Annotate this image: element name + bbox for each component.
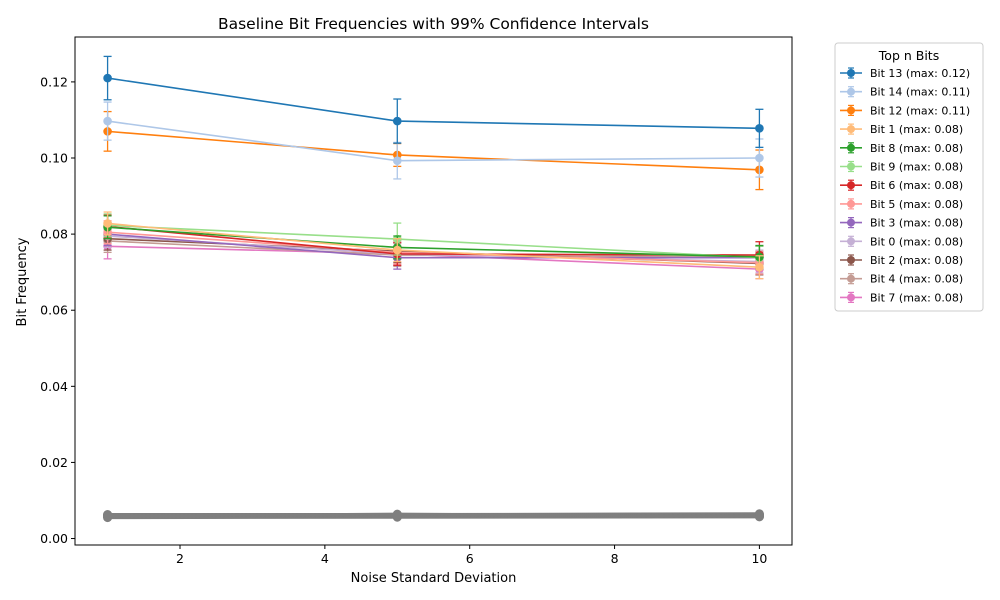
x-tick-label: 6 [466, 551, 474, 566]
x-tick-label: 4 [321, 551, 329, 566]
legend-label: Bit 7 (max: 0.08) [870, 291, 963, 304]
x-axis-title: Noise Standard Deviation [351, 571, 517, 586]
legend-marker [847, 125, 855, 134]
y-tick-label: 0.12 [40, 74, 68, 89]
legend-item: Bit 14 (max: 0.11) [840, 86, 970, 99]
legend-items: Bit 13 (max: 0.12) Bit 14 (max: 0.11) Bit … [840, 67, 970, 304]
data-point [755, 153, 764, 163]
legend-marker [847, 274, 855, 283]
legend-item: Bit 6 (max: 0.08) [840, 179, 963, 192]
data-point [392, 116, 402, 126]
y-tick-label: 0.10 [40, 151, 68, 166]
legend-item: Bit 1 (max: 0.08) [840, 123, 963, 136]
background-series-point [754, 511, 764, 521]
y-tick-label: 0.00 [40, 531, 68, 546]
legend-label: Bit 0 (max: 0.08) [870, 235, 963, 248]
legend-label: Bit 14 (max: 0.11) [870, 86, 970, 99]
data-point [392, 245, 402, 255]
legend-item: Bit 3 (max: 0.08) [840, 217, 963, 230]
legend-label: Bit 6 (max: 0.08) [870, 179, 963, 192]
x-tick-label: 2 [176, 551, 184, 566]
legend-marker [847, 293, 855, 302]
series-3 [103, 211, 764, 280]
y-tick-label: 0.02 [40, 455, 68, 470]
legend: Top n Bits Bit 13 (max: 0.12) Bit 14 (max… [834, 42, 984, 312]
chart-title: Baseline Bit Frequencies with 99% Confid… [218, 15, 649, 33]
legend-marker [847, 143, 855, 152]
legend-marker [847, 162, 855, 171]
y-tick-label: 0.04 [40, 379, 68, 394]
data-point [103, 116, 112, 126]
legend-item: Bit 13 (max: 0.12) [840, 67, 970, 80]
series-0 [103, 55, 764, 149]
legend-label: Bit 3 (max: 0.08) [870, 217, 963, 230]
legend-marker [847, 237, 855, 246]
data-point [755, 124, 764, 133]
background-series-point [392, 509, 402, 519]
legend-label: Bit 2 (max: 0.08) [870, 254, 963, 267]
data-point [103, 219, 112, 228]
legend-marker [847, 199, 855, 208]
legend-title: Top n Bits [878, 48, 939, 63]
legend-item: Bit 2 (max: 0.08) [840, 254, 963, 267]
legend-marker [847, 256, 855, 264]
x-tick-label: 8 [611, 551, 619, 566]
background-series-point [103, 511, 113, 521]
legend-marker [847, 218, 855, 227]
y-tick-label: 0.08 [40, 227, 68, 242]
legend-marker [847, 106, 855, 115]
legend-label: Bit 4 (max: 0.08) [870, 273, 963, 286]
legend-label: Bit 1 (max: 0.08) [870, 123, 963, 136]
x-tick-label: 10 [751, 551, 767, 566]
legend-marker [847, 181, 855, 190]
y-tick-label: 0.06 [40, 303, 68, 318]
legend-label: Bit 12 (max: 0.11) [870, 104, 970, 117]
y-axis-title: Bit Frequency [15, 237, 30, 326]
legend-item: Bit 7 (max: 0.08) [840, 291, 963, 304]
legend-marker [847, 87, 855, 96]
legend-item: Bit 0 (max: 0.08) [840, 235, 963, 248]
series-1 [103, 101, 764, 180]
legend-item: Bit 5 (max: 0.08) [840, 198, 963, 211]
legend-item: Bit 9 (max: 0.08) [840, 161, 963, 174]
legend-frame [834, 42, 984, 312]
legend-label: Bit 8 (max: 0.08) [870, 142, 963, 155]
plot-area: 2 4 6 8 10 0.00 0.02 0.04 0.06 0.08 0.10 0.12 [40, 36, 793, 566]
data-point [103, 73, 112, 83]
legend-item: Bit 8 (max: 0.08) [840, 142, 963, 155]
legend-label: Bit 9 (max: 0.08) [870, 161, 963, 174]
axes-frame [74, 36, 793, 546]
legend-item: Bit 12 (max: 0.11) [840, 104, 970, 117]
legend-marker [847, 69, 855, 77]
legend-item: Bit 4 (max: 0.08) [840, 273, 963, 286]
data-point [392, 156, 402, 165]
data-point [755, 262, 764, 272]
legend-label: Bit 13 (max: 0.12) [870, 67, 970, 80]
legend-label: Bit 5 (max: 0.08) [870, 198, 963, 211]
